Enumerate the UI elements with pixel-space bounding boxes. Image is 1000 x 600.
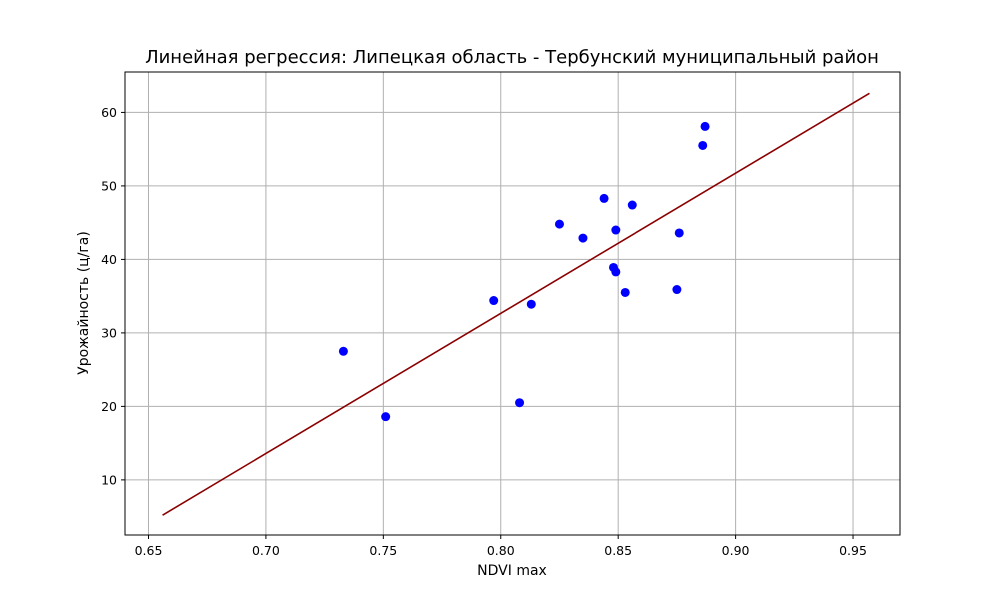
data-point [489,296,499,306]
y-tick-label: 40 [101,252,117,267]
plot-frame [124,71,901,536]
data-point [672,285,682,295]
data-point [578,233,588,243]
y-tick-label: 30 [101,325,117,340]
y-tick-label: 50 [101,178,117,193]
x-tick-label: 0.70 [252,543,280,558]
data-point [620,287,630,297]
data-point [599,193,609,203]
data-point [338,346,348,356]
regression-line [162,92,870,516]
x-tick-label: 0.80 [487,543,515,558]
data-point [627,200,637,210]
x-tick-label: 0.85 [604,543,632,558]
data-point [698,140,708,150]
grid [125,72,900,535]
x-tick-label: 0.90 [722,543,750,558]
x-tick-label: 0.95 [839,543,867,558]
x-axis-label: NDVI max [477,563,547,579]
x-tick-label: 0.75 [369,543,397,558]
data-point [611,225,621,235]
data-point [674,228,684,238]
chart-title: Линейная регрессия: Липецкая область - Т… [145,47,879,68]
data-point [554,219,564,229]
data-point [526,299,536,309]
axis-ticks: 0.65 0.70 0.75 0.80 0.85 0.90 0.95 10 20 30 40 50 60 [101,105,867,558]
y-tick-label: 20 [101,399,117,414]
plot-data [162,92,870,516]
data-point [611,267,621,277]
y-axis-label: Урожайность (ц/га) [76,231,92,375]
y-tick-label: 10 [101,472,117,487]
x-tick-label: 0.65 [135,543,163,558]
data-point [381,412,391,422]
data-point [515,398,525,408]
data-point [700,121,710,131]
y-tick-label: 60 [101,105,117,120]
